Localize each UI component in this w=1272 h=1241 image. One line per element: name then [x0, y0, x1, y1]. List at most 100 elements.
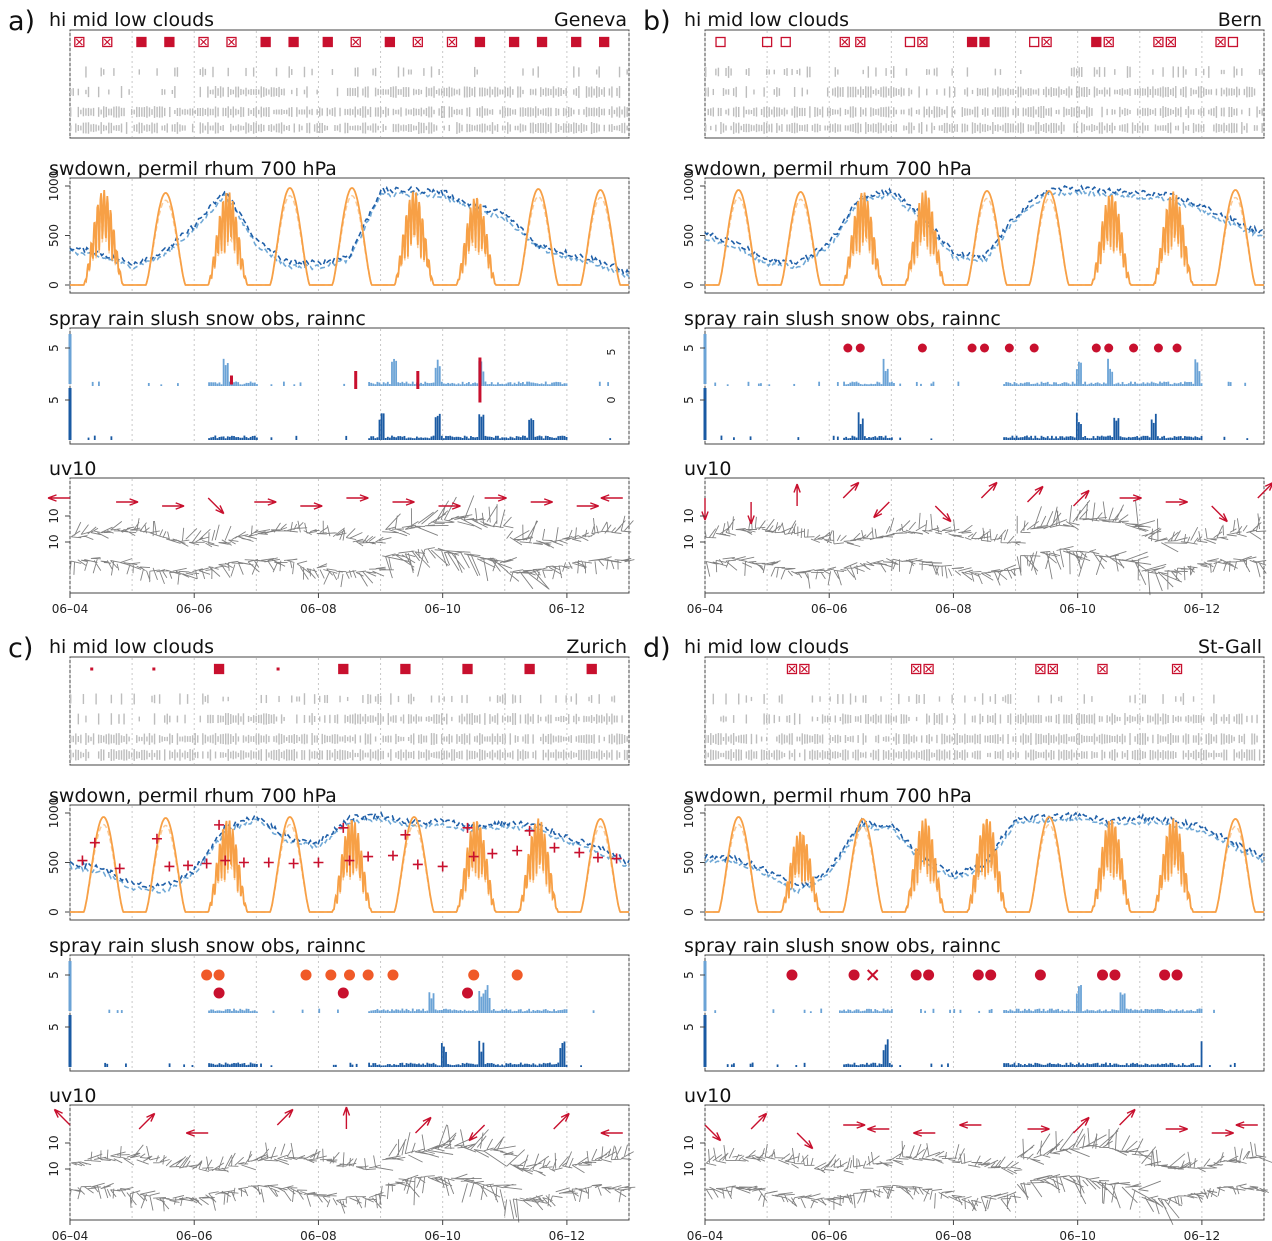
rain-bar	[795, 1065, 798, 1067]
rain-bar	[386, 381, 389, 386]
cloud-bar	[186, 751, 189, 759]
cloud-bar	[92, 123, 95, 133]
rain-bar	[332, 1064, 335, 1067]
cloud-bar	[743, 734, 745, 744]
cloud-bar	[108, 122, 110, 134]
rain-bar	[438, 413, 441, 440]
rain-bar	[372, 436, 375, 440]
cloud-bar	[852, 751, 854, 759]
cloud-bar	[379, 714, 382, 724]
cloud-bar	[844, 734, 847, 744]
swdown-line	[70, 816, 629, 913]
cloud-bar	[1103, 87, 1106, 97]
wind-obs-arrow	[300, 502, 323, 510]
cloud-bar	[319, 750, 321, 760]
obs-precip-dot	[843, 343, 853, 353]
rain-bar	[1142, 1010, 1145, 1013]
cloud-bar	[908, 716, 910, 722]
cloud-bar	[862, 752, 864, 758]
cloud-bar	[601, 750, 603, 760]
rh-obs-plus	[201, 858, 212, 869]
rain-bar	[386, 1064, 389, 1067]
cloud-bar	[1195, 89, 1197, 95]
cloud-bar	[771, 752, 773, 758]
cloud-bar	[532, 751, 534, 759]
rain-bar	[888, 382, 891, 386]
rain-bar	[1129, 437, 1132, 440]
cloud-bar	[1238, 88, 1240, 96]
cloud-bar	[461, 124, 463, 132]
cloud-bar	[1075, 734, 1078, 744]
cloud-bar	[296, 87, 298, 97]
rain-bar	[1129, 1063, 1132, 1067]
cloud-obs-cross	[800, 665, 808, 673]
cloud-bar	[128, 89, 130, 95]
cloud-bar	[872, 89, 875, 95]
cloud-bar	[826, 87, 829, 97]
cloud-bar	[1159, 735, 1162, 743]
wind-obs-arrow	[484, 494, 507, 502]
cloud-bar	[1002, 734, 1004, 744]
cloud-bar	[273, 714, 275, 724]
cloud-bar	[1068, 736, 1070, 742]
panel-letter: c)	[8, 633, 33, 664]
rain-bar	[1150, 1064, 1153, 1067]
cloud-bar	[369, 106, 372, 118]
x-tick-label: 06–06	[176, 602, 213, 616]
cloud-bar	[499, 735, 501, 743]
cloud-bar	[1007, 87, 1009, 97]
rain-bar	[1084, 1010, 1087, 1013]
cloud-bar	[1164, 751, 1167, 759]
cloud-bar	[880, 122, 882, 134]
cloud-bar	[877, 122, 880, 134]
cloud-bar	[1121, 109, 1124, 115]
cloud-bar	[545, 716, 547, 722]
cloud-bar	[1070, 107, 1073, 117]
rain-bar	[488, 1063, 491, 1067]
cloud-bar	[613, 735, 616, 743]
rain-bar	[1196, 362, 1199, 386]
cloud-bar	[529, 88, 532, 96]
cloud-bar	[847, 736, 849, 742]
rhum700-line	[704, 811, 1265, 888]
rain-bar	[1163, 435, 1166, 440]
cloud-bar	[504, 125, 506, 131]
cloud-bar	[486, 108, 489, 116]
cloud-bar	[387, 89, 390, 95]
rain-bar	[551, 1064, 553, 1067]
rain-bar	[1059, 383, 1062, 386]
cloud-bar	[1068, 108, 1070, 116]
cloud-bar	[826, 107, 829, 117]
cloud-bar	[339, 695, 341, 703]
cloud-bar	[941, 125, 943, 131]
cloud-bar	[1243, 88, 1246, 96]
cloud-bar	[568, 123, 570, 133]
cloud-bar	[509, 124, 511, 132]
rain-bar	[249, 1062, 252, 1067]
cloud-bar	[1169, 89, 1172, 95]
cloud-bar	[153, 106, 156, 118]
rain-bar	[863, 436, 866, 440]
cloud-bar	[1253, 125, 1256, 131]
rain-bar	[1036, 437, 1039, 440]
rain-bar	[418, 437, 420, 440]
cloud-bar	[529, 122, 532, 134]
rain-bar	[1169, 384, 1172, 386]
cloud-bar	[1083, 714, 1085, 724]
cloud-bar	[184, 125, 186, 131]
rain-bar	[1017, 1008, 1020, 1013]
cloud-obs-cross	[1173, 665, 1181, 673]
cloud-bar	[877, 715, 880, 723]
rain-bar	[1063, 382, 1066, 386]
cloud-bar	[128, 736, 130, 742]
rain-bar	[1194, 1011, 1197, 1013]
rain-bar	[1090, 438, 1093, 440]
cloud-bar	[799, 736, 801, 742]
rain-bar	[845, 1011, 848, 1013]
rain-bar	[486, 384, 489, 386]
cloud-bar	[87, 751, 90, 759]
cloud-bar	[252, 89, 255, 95]
cloud-bar	[97, 751, 100, 759]
rain-bar	[888, 437, 891, 440]
wind-obs-arrow	[415, 1116, 432, 1134]
